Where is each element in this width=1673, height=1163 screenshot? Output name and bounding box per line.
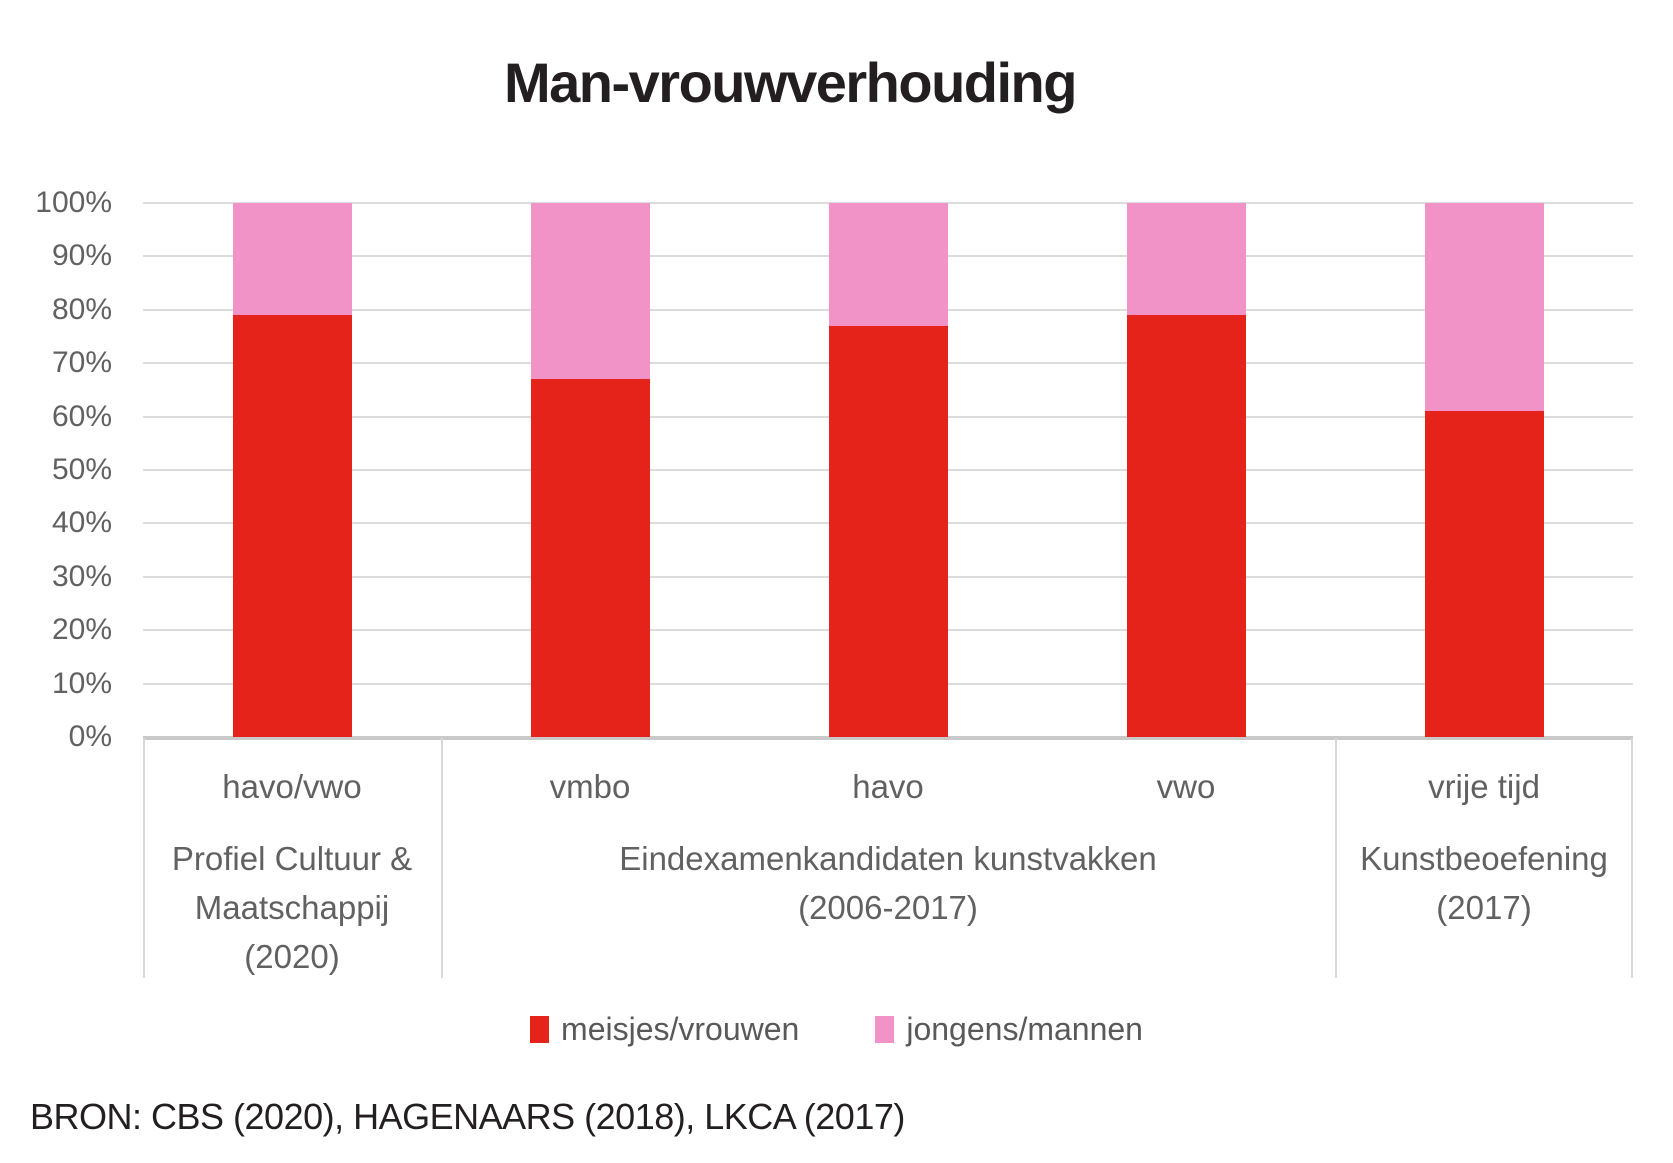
category-group-cell bbox=[143, 738, 441, 978]
category-axis-line bbox=[143, 738, 1633, 740]
group-label-line: Profiel Cultuur & bbox=[171, 840, 413, 877]
group-label-line: (2017) bbox=[1436, 889, 1532, 926]
legend-label: jongens/mannen bbox=[906, 1010, 1143, 1047]
category-label-vwo: vwo bbox=[1156, 768, 1216, 805]
group-label-line: Maatschappij bbox=[194, 889, 390, 926]
bar-segment-meisjes-havo/vwo bbox=[232, 315, 352, 737]
bar-segment-meisjes-vrije tijd bbox=[1424, 411, 1544, 737]
y-axis-tick-label: 80% bbox=[51, 292, 112, 326]
group-label-line: (2020) bbox=[244, 938, 340, 975]
y-axis-tick-label: 0% bbox=[68, 720, 112, 753]
legend-label: meisjes/vrouwen bbox=[561, 1010, 800, 1047]
y-axis-tick-label: 70% bbox=[51, 346, 112, 380]
group-label-line: Kunstbeoefening bbox=[1360, 840, 1608, 877]
legend-swatch-icon bbox=[530, 1015, 550, 1043]
bar-segment-jongens-vwo bbox=[1126, 203, 1246, 316]
y-axis-tick-label: 10% bbox=[51, 666, 112, 700]
y-axis-tick-label: 100% bbox=[35, 186, 112, 219]
category-label-havo: havo bbox=[852, 768, 924, 805]
legend-swatch-icon bbox=[875, 1015, 895, 1043]
category-group-cell bbox=[441, 738, 1335, 978]
legend-item: jongens/mannen bbox=[875, 1011, 1143, 1048]
group-label-line: (2006-2017) bbox=[798, 889, 978, 926]
bar-segment-meisjes-vmbo bbox=[530, 379, 650, 737]
source-note: BRON: CBS (2020), HAGENAARS (2018), LKCA… bbox=[30, 1096, 905, 1137]
bar-segment-jongens-vmbo bbox=[530, 203, 650, 380]
legend-item: meisjes/vrouwen bbox=[530, 1011, 799, 1048]
bar-segment-meisjes-vwo bbox=[1126, 315, 1246, 737]
group-label: Profiel Cultuur & Maatschappij (2020) bbox=[143, 834, 441, 981]
y-axis-tick-label: 30% bbox=[51, 559, 112, 593]
bar-segment-meisjes-havo bbox=[828, 325, 948, 737]
group-label-line: Eindexamenkandidaten kunstvakken bbox=[619, 840, 1157, 877]
y-axis-tick-label: 20% bbox=[51, 613, 112, 647]
group-label: Eindexamenkandidaten kunstvakken (2006-20… bbox=[441, 834, 1335, 932]
bar-segment-jongens-havo bbox=[828, 203, 948, 326]
y-axis-tick-label: 40% bbox=[51, 506, 112, 540]
category-label-vmbo: vmbo bbox=[549, 768, 631, 805]
gridline-0 bbox=[143, 736, 1633, 738]
y-axis-tick-label: 50% bbox=[51, 453, 112, 486]
category-group-cell bbox=[1335, 738, 1633, 978]
group-label: Kunstbeoefening (2017) bbox=[1335, 834, 1633, 932]
y-axis-tick-label: 90% bbox=[51, 239, 112, 273]
bar-segment-jongens-havo/vwo bbox=[232, 203, 352, 316]
chart-title: Man-vrouwverhouding bbox=[504, 51, 1077, 114]
category-label-havo-vwo: havo/vwo bbox=[222, 768, 362, 805]
legend: meisjes/vrouwen jongens/mannen bbox=[0, 1003, 1673, 1055]
y-axis-tick-label: 60% bbox=[51, 399, 112, 433]
category-label-vrije-tijd: vrije tijd bbox=[1428, 768, 1540, 805]
bar-segment-jongens-vrije tijd bbox=[1424, 203, 1544, 412]
